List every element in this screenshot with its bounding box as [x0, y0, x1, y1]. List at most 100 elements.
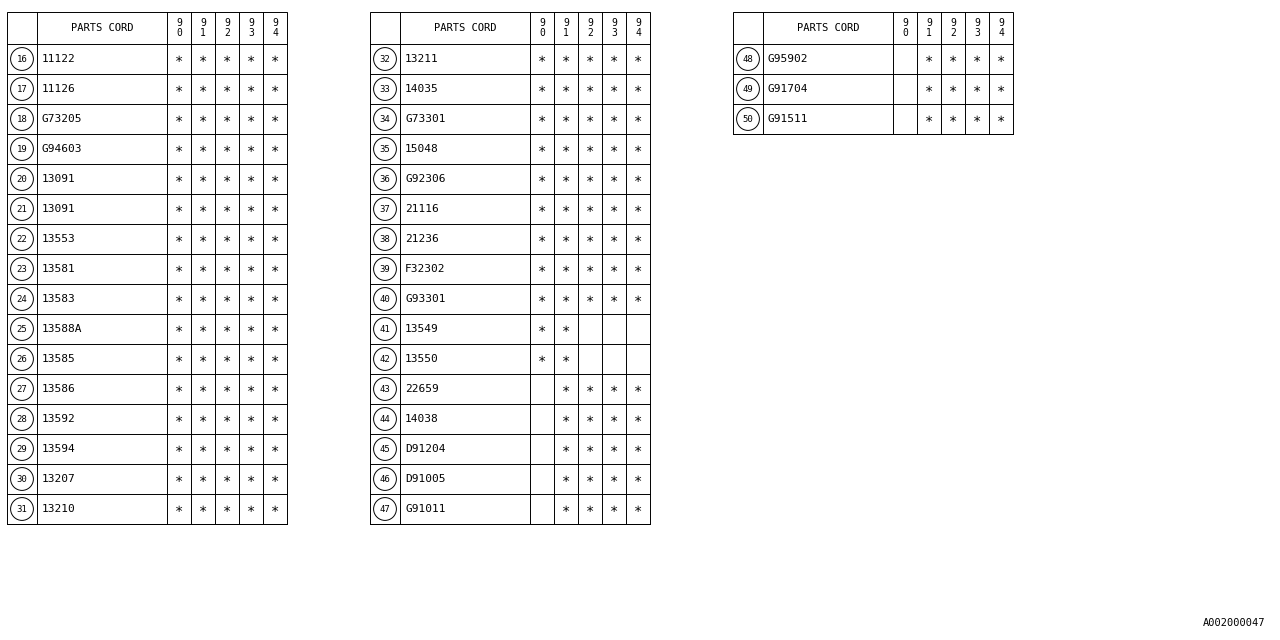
Text: ∗: ∗: [271, 52, 279, 66]
Text: 13588A: 13588A: [42, 324, 82, 334]
Text: 23: 23: [17, 264, 27, 273]
Text: ∗: ∗: [223, 412, 232, 426]
Text: ∗: ∗: [609, 292, 618, 306]
Text: ∗: ∗: [586, 232, 594, 246]
Text: ∗: ∗: [175, 352, 183, 366]
Text: ∗: ∗: [997, 52, 1005, 66]
Text: ∗: ∗: [634, 202, 643, 216]
Text: ∗: ∗: [538, 262, 547, 276]
Text: PARTS CORD: PARTS CORD: [70, 23, 133, 33]
Text: ∗: ∗: [247, 322, 255, 336]
Text: ∗: ∗: [562, 322, 570, 336]
Text: 9
2: 9 2: [588, 18, 593, 38]
Text: G73301: G73301: [404, 114, 445, 124]
Text: ∗: ∗: [586, 262, 594, 276]
Text: ∗: ∗: [247, 352, 255, 366]
Text: 13586: 13586: [42, 384, 76, 394]
Text: 13549: 13549: [404, 324, 439, 334]
Text: ∗: ∗: [538, 352, 547, 366]
Text: ∗: ∗: [223, 52, 232, 66]
Text: ∗: ∗: [634, 232, 643, 246]
Text: ∗: ∗: [247, 412, 255, 426]
Text: ∗: ∗: [223, 382, 232, 396]
Text: G94603: G94603: [42, 144, 82, 154]
Text: ∗: ∗: [271, 322, 279, 336]
Text: ∗: ∗: [538, 202, 547, 216]
Text: 9
4: 9 4: [273, 18, 278, 38]
Text: ∗: ∗: [175, 442, 183, 456]
Text: 13583: 13583: [42, 294, 76, 304]
Text: ∗: ∗: [198, 382, 207, 396]
Text: ∗: ∗: [175, 232, 183, 246]
Text: ∗: ∗: [223, 442, 232, 456]
Text: 13091: 13091: [42, 204, 76, 214]
Text: ∗: ∗: [609, 142, 618, 156]
Text: 11126: 11126: [42, 84, 76, 94]
Text: ∗: ∗: [223, 352, 232, 366]
Text: G92306: G92306: [404, 174, 445, 184]
Bar: [370, 12, 650, 524]
Text: ∗: ∗: [223, 82, 232, 96]
Text: ∗: ∗: [586, 172, 594, 186]
Text: 22: 22: [17, 234, 27, 243]
Text: ∗: ∗: [198, 262, 207, 276]
Text: ∗: ∗: [586, 142, 594, 156]
Text: 13581: 13581: [42, 264, 76, 274]
Text: 40: 40: [380, 294, 390, 303]
Text: ∗: ∗: [609, 472, 618, 486]
Text: ∗: ∗: [973, 112, 982, 126]
Text: ∗: ∗: [223, 472, 232, 486]
Text: ∗: ∗: [586, 292, 594, 306]
Text: 9
4: 9 4: [998, 18, 1004, 38]
Text: ∗: ∗: [247, 262, 255, 276]
Text: ∗: ∗: [586, 202, 594, 216]
Text: ∗: ∗: [223, 232, 232, 246]
Text: 41: 41: [380, 324, 390, 333]
Text: ∗: ∗: [562, 412, 570, 426]
Text: ∗: ∗: [538, 142, 547, 156]
Text: 18: 18: [17, 115, 27, 124]
Text: 9
4: 9 4: [635, 18, 641, 38]
Text: ∗: ∗: [271, 232, 279, 246]
Text: ∗: ∗: [634, 142, 643, 156]
Text: ∗: ∗: [247, 82, 255, 96]
Text: 39: 39: [380, 264, 390, 273]
Text: ∗: ∗: [538, 82, 547, 96]
Text: 9
0: 9 0: [539, 18, 545, 38]
Text: 30: 30: [17, 474, 27, 483]
Text: ∗: ∗: [562, 52, 570, 66]
Text: ∗: ∗: [562, 112, 570, 126]
Text: D91005: D91005: [404, 474, 445, 484]
Text: 9
1: 9 1: [200, 18, 206, 38]
Text: PARTS CORD: PARTS CORD: [434, 23, 497, 33]
Text: ∗: ∗: [247, 112, 255, 126]
Text: A002000047: A002000047: [1202, 618, 1265, 628]
Text: ∗: ∗: [586, 472, 594, 486]
Text: ∗: ∗: [925, 112, 933, 126]
Text: ∗: ∗: [271, 262, 279, 276]
Text: ∗: ∗: [538, 52, 547, 66]
Text: 47: 47: [380, 504, 390, 513]
Text: 14038: 14038: [404, 414, 439, 424]
Text: ∗: ∗: [223, 322, 232, 336]
Text: ∗: ∗: [271, 142, 279, 156]
Text: ∗: ∗: [538, 292, 547, 306]
Text: 21: 21: [17, 205, 27, 214]
Text: 9
1: 9 1: [563, 18, 568, 38]
Bar: [733, 12, 1012, 134]
Text: ∗: ∗: [609, 112, 618, 126]
Text: ∗: ∗: [973, 52, 982, 66]
Text: ∗: ∗: [609, 382, 618, 396]
Text: ∗: ∗: [634, 412, 643, 426]
Text: ∗: ∗: [247, 472, 255, 486]
Text: 15048: 15048: [404, 144, 439, 154]
Text: ∗: ∗: [198, 352, 207, 366]
Text: 49: 49: [742, 84, 754, 93]
Text: 13210: 13210: [42, 504, 76, 514]
Text: ∗: ∗: [271, 352, 279, 366]
Text: 36: 36: [380, 175, 390, 184]
Text: ∗: ∗: [609, 52, 618, 66]
Text: 13211: 13211: [404, 54, 439, 64]
Text: ∗: ∗: [586, 412, 594, 426]
Text: ∗: ∗: [198, 142, 207, 156]
